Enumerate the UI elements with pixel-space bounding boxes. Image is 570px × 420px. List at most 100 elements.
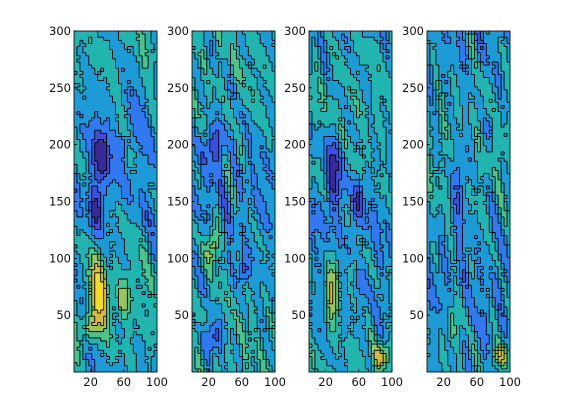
contour-cell <box>76 220 81 224</box>
contour-cell <box>112 198 116 202</box>
contour-cell <box>127 111 131 116</box>
contour-cell <box>154 182 158 187</box>
contour-cell <box>151 114 155 119</box>
contour-cell <box>76 151 81 156</box>
contour-cell <box>112 347 116 351</box>
contour-cell <box>124 272 128 277</box>
contour-cell <box>254 223 258 227</box>
contour-cell <box>260 272 264 277</box>
contour-cell <box>239 356 243 360</box>
contour-cell <box>269 179 273 184</box>
contour-cell <box>121 353 125 357</box>
contour-cell <box>109 117 113 122</box>
contour-cell <box>245 297 249 302</box>
contour-cell <box>133 68 137 72</box>
contour-cell <box>233 164 237 168</box>
contour-cell <box>106 93 110 97</box>
contour-cell <box>109 279 113 283</box>
contour-cell <box>239 167 243 171</box>
contour-cell <box>154 337 158 342</box>
contour-cell <box>209 217 214 221</box>
contour-cell <box>142 145 146 150</box>
contour-cell <box>118 120 122 125</box>
contour-cell <box>112 65 116 69</box>
contour-cell <box>194 210 199 215</box>
contour-cell <box>192 325 196 329</box>
contour-cell <box>212 186 217 190</box>
contour-cell <box>245 306 249 311</box>
contour-cell <box>136 170 140 174</box>
contour-cell <box>115 294 119 298</box>
contour-cell <box>74 353 78 357</box>
contour-cell <box>133 310 137 314</box>
contour-cell <box>266 310 270 314</box>
contour-cell <box>76 108 81 112</box>
contour-cell <box>130 325 134 329</box>
contour-cell <box>91 306 96 311</box>
contour-cell <box>218 356 223 360</box>
contour-cell <box>257 341 261 345</box>
contour-cell <box>145 55 149 60</box>
contour-cell <box>248 254 252 258</box>
contour-cell <box>194 182 199 187</box>
contour-cell <box>200 238 205 243</box>
contour-cell <box>233 359 237 364</box>
contour-cell <box>85 235 90 240</box>
contour-cell <box>145 251 149 255</box>
contour-cell <box>91 164 96 168</box>
contour-cell <box>221 269 225 274</box>
contour-cell <box>257 220 261 224</box>
contour-cell <box>148 266 152 271</box>
contour-cell <box>118 145 122 150</box>
contour-cell <box>127 58 131 63</box>
contour-cell <box>124 130 128 134</box>
contour-cell <box>124 182 128 187</box>
contour-cell <box>221 170 225 174</box>
contour-cell <box>97 173 102 178</box>
contour-cell <box>194 297 199 302</box>
contour-cell <box>94 244 99 249</box>
contour-cell <box>203 213 208 218</box>
contour-cell <box>112 313 116 317</box>
contour-cell <box>151 145 155 150</box>
contour-cell <box>112 306 116 311</box>
contour-cell <box>118 40 122 44</box>
contour-cell <box>224 251 228 255</box>
contour-cell <box>127 195 131 199</box>
contour-cell <box>136 254 140 258</box>
contour-cell <box>85 114 90 119</box>
contour-cell <box>85 365 90 370</box>
contour-cell <box>115 365 119 370</box>
contour-cell <box>109 108 113 112</box>
contour-cell <box>224 275 228 280</box>
contour-cell <box>130 74 134 78</box>
contour-cell <box>112 269 116 274</box>
contour-cell <box>218 344 223 348</box>
contour-cell <box>130 96 134 100</box>
contour-cell <box>227 303 231 308</box>
contour-cell <box>88 102 93 106</box>
contour-cell <box>154 297 158 302</box>
contour-cell <box>94 288 99 292</box>
contour-cell <box>251 248 255 252</box>
contour-cell <box>103 117 107 122</box>
contour-cell <box>106 37 110 41</box>
contour-cell <box>227 164 231 168</box>
contour-cell <box>127 334 131 339</box>
contour-cell <box>79 114 84 119</box>
contour-cell <box>197 164 202 168</box>
contour-cell <box>136 179 140 184</box>
contour-cell <box>136 269 140 274</box>
contour-cell <box>142 288 146 292</box>
contour-cell <box>91 241 96 246</box>
contour-cell <box>154 43 158 47</box>
contour-cell <box>97 176 102 181</box>
contour-cell <box>88 272 93 277</box>
contour-cell <box>139 266 143 271</box>
contour-cell <box>233 303 237 308</box>
contour-cell <box>106 347 110 351</box>
contour-cell <box>251 204 255 209</box>
contour-cell <box>221 210 225 215</box>
contour-cell <box>269 204 273 209</box>
contour-cell <box>85 86 90 91</box>
